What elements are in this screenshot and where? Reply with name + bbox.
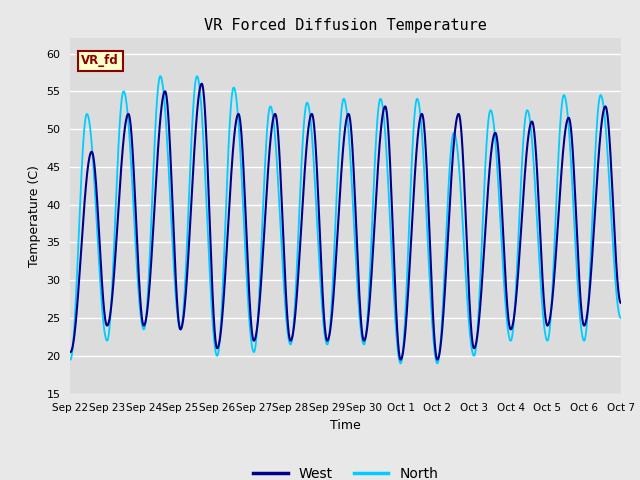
West: [198, 81, 205, 86]
North: [397, 360, 404, 366]
Text: VR_fd: VR_fd: [81, 54, 119, 67]
Line: North: North: [70, 76, 621, 363]
West: [424, 205, 432, 211]
North: [519, 141, 527, 146]
North: [433, 360, 441, 366]
North: [477, 253, 485, 259]
West: [166, 152, 174, 157]
West: [617, 300, 625, 306]
North: [193, 73, 201, 79]
Title: VR Forced Diffusion Temperature: VR Forced Diffusion Temperature: [204, 18, 487, 33]
West: [67, 349, 74, 355]
West: [397, 357, 404, 362]
North: [617, 315, 625, 321]
X-axis label: Time: Time: [330, 419, 361, 432]
West: [277, 179, 285, 184]
Legend: West, North: West, North: [247, 461, 444, 480]
North: [424, 253, 432, 259]
North: [166, 200, 174, 205]
Y-axis label: Temperature (C): Temperature (C): [28, 165, 41, 267]
North: [277, 229, 285, 235]
West: [519, 195, 527, 201]
North: [67, 357, 74, 362]
Line: West: West: [70, 84, 621, 360]
West: [477, 289, 485, 295]
West: [433, 357, 441, 362]
